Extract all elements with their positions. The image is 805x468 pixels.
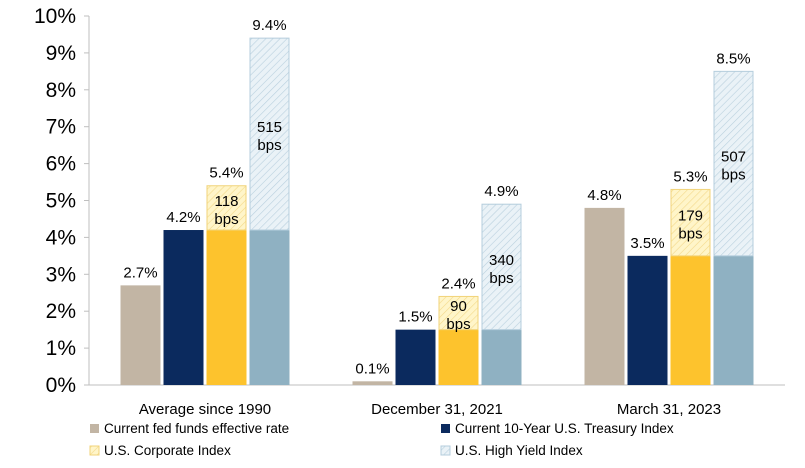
spread-label: 515 (257, 119, 282, 136)
x-axis: Average since 1990 December 31, 2021 March… (89, 384, 785, 418)
spread-bar (481, 203, 522, 331)
spread-label: 118 (215, 193, 239, 210)
data-label: 8.5% (716, 50, 750, 67)
data-label: 2.7% (123, 264, 157, 281)
legend-label: U.S. High Yield Index (455, 443, 583, 458)
y-tick-label: 10% (34, 5, 76, 28)
bar (627, 255, 668, 385)
y-tick-label: 3% (46, 263, 76, 286)
bar (584, 207, 625, 385)
spread-label: bps (257, 137, 281, 154)
y-tick-label: 1% (46, 337, 76, 360)
y-tick-label: 9% (46, 42, 76, 65)
bar (249, 230, 290, 385)
data-label: 5.3% (673, 168, 707, 185)
spread-label: bps (214, 211, 238, 228)
y-tick-label: 6% (46, 153, 76, 176)
bar (395, 329, 436, 385)
legend-label: Current 10-Year U.S. Treasury Index (455, 421, 674, 436)
data-label: 4.9% (484, 183, 518, 200)
x-tick-label: March 31, 2023 (617, 401, 721, 418)
bar (481, 329, 522, 385)
spread-label: 507 (721, 149, 746, 166)
data-label: 3.5% (630, 235, 664, 252)
y-tick-label: 7% (46, 116, 76, 139)
spread-label: bps (678, 226, 702, 243)
y-tick-label: 4% (46, 226, 76, 249)
data-label: 4.8% (587, 187, 621, 204)
legend-swatch (440, 445, 451, 456)
y-tick-label: 2% (46, 300, 76, 323)
bar (670, 255, 711, 385)
spread-label: 340 (489, 252, 514, 269)
y-tick-label: 5% (46, 190, 76, 213)
bar (713, 255, 754, 385)
legend-label: U.S. Corporate Index (104, 443, 231, 458)
legend-swatch (89, 445, 100, 456)
spread-bar (670, 188, 711, 257)
bar (206, 230, 247, 385)
data-label: 1.5% (398, 309, 432, 326)
x-tick-label: December 31, 2021 (371, 401, 503, 418)
y-tick-label: 8% (46, 79, 76, 102)
spread-bar (206, 185, 247, 231)
spread-label: bps (721, 167, 745, 184)
legend-swatch (441, 424, 450, 433)
data-label: 2.4% (441, 275, 475, 292)
bar (438, 329, 479, 385)
data-label: 5.4% (209, 165, 243, 182)
y-axis: 0% 1% 2% 3% 4% 5% 6% 7% 8% 9% 10% (34, 5, 90, 397)
legend: Current fed funds effective rate Current … (89, 421, 674, 458)
spread-bar (713, 70, 754, 257)
legend-label: Current fed funds effective rate (104, 421, 289, 436)
spread-bar (249, 37, 290, 231)
spread-label: 179 (678, 208, 703, 225)
bars (120, 37, 754, 385)
data-label: 4.2% (166, 209, 200, 226)
spread-label: bps (489, 270, 513, 287)
x-tick-label: Average since 1990 (139, 401, 271, 418)
data-label: 9.4% (252, 17, 286, 34)
y-tick-label: 0% (46, 374, 76, 397)
spread-bar (438, 295, 479, 331)
spread-label: 90 (450, 298, 467, 315)
bar (120, 285, 161, 385)
data-labels: 2.7%4.2%118bps5.4%515bps9.4%0.1%1.5%90bp… (123, 17, 750, 377)
bar (352, 381, 393, 385)
legend-swatch (90, 424, 99, 433)
spread-label: bps (446, 316, 470, 333)
data-label: 0.1% (355, 360, 389, 377)
bar (163, 230, 204, 385)
